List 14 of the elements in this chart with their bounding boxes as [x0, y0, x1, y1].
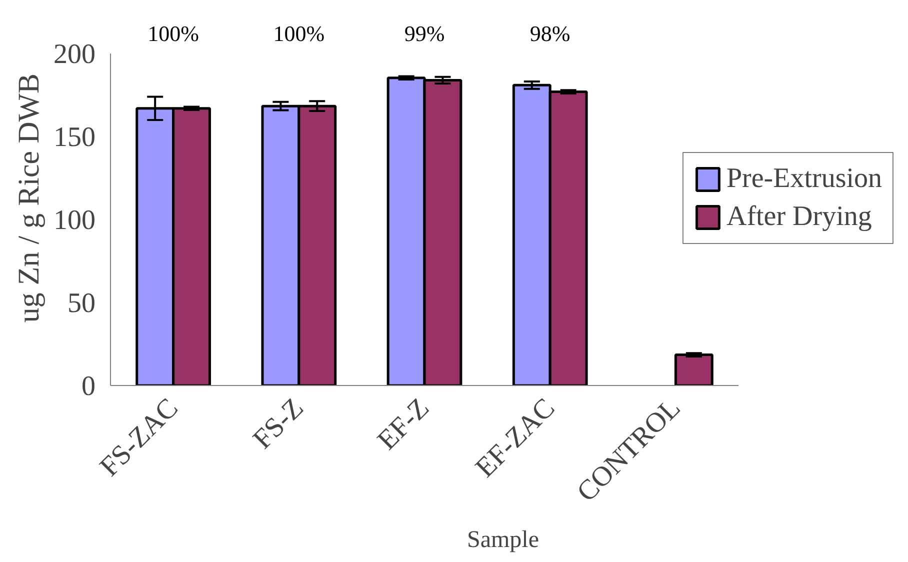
text: 99%: [404, 21, 445, 46]
y-tick-label: 0: [82, 371, 96, 402]
text: 100%: [273, 21, 325, 46]
y-tick-label: 200: [54, 39, 96, 70]
legend-label: After Drying: [726, 200, 872, 232]
y-tick-label: 150: [54, 122, 96, 154]
bar: [674, 354, 714, 386]
y-axis-title: ug Zn / g Rice DWB: [12, 73, 46, 323]
legend-label: Pre-Extrusion: [726, 162, 882, 194]
text: 100%: [148, 21, 199, 46]
x-axis-title: Sample: [467, 526, 540, 553]
y-tick-label: 50: [68, 288, 96, 320]
y-tick-label: 100: [54, 205, 96, 236]
text: 98%: [530, 21, 570, 46]
